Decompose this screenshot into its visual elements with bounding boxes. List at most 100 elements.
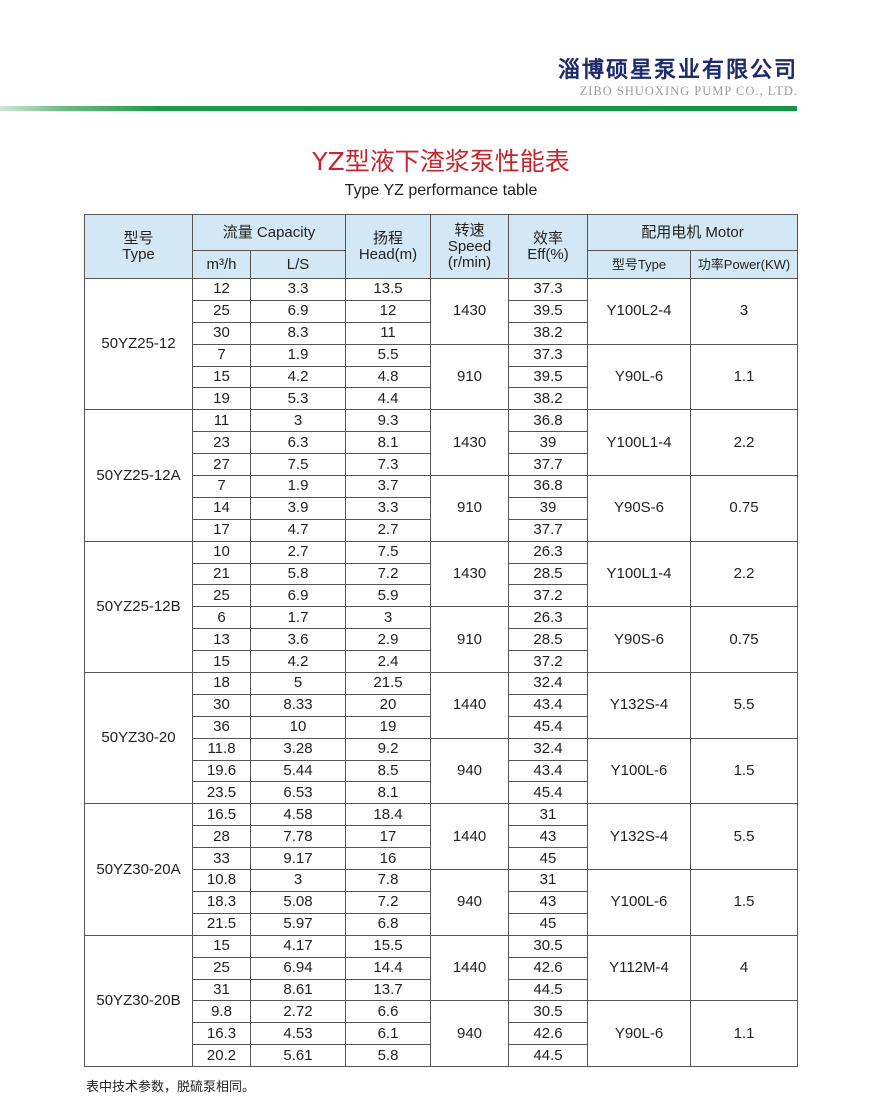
capacity-ls: 4.53 [250, 1022, 346, 1046]
motor-type: Y90L-6 [587, 343, 691, 411]
speed: 1440 [430, 672, 509, 739]
capacity-m3h: 31 [192, 978, 251, 1002]
efficiency: 44.5 [508, 1044, 588, 1068]
company-logo: 淄博硕星泵业有限公司 ZIBO SHUOXING PUMP CO., LTD. [558, 58, 798, 98]
capacity-m3h: 20.2 [192, 1044, 251, 1068]
head: 7.8 [345, 869, 431, 892]
head: 5.9 [345, 584, 431, 608]
capacity-m3h: 12 [192, 278, 251, 301]
motor-power: 5.5 [689, 803, 799, 871]
performance-table: 型号 Type 流量 Capacity 扬程 Head(m) 转速 Speed (r/m… [84, 214, 799, 1068]
head: 4.4 [345, 387, 431, 411]
capacity-ls: 3 [250, 869, 346, 892]
table-row: 50YZ30-20A 16.5 4.58 18.4 1440 31 Y132S-4 5.5 [84, 803, 799, 936]
table-row: 28 7.78 17 43 [85, 825, 798, 849]
capacity-ls: 8.3 [250, 321, 346, 345]
efficiency: 38.2 [508, 321, 588, 345]
capacity-ls: 1.9 [250, 475, 346, 498]
capacity-m3h: 33 [192, 847, 251, 871]
table-row: 7 1.9 5.5 910 37.3 Y90L-6 1.1 [85, 343, 799, 411]
motor-power: 1.5 [689, 737, 799, 805]
efficiency: 30.5 [508, 1000, 588, 1024]
header-speed: 转速 Speed (r/min) [430, 214, 509, 279]
efficiency: 45.4 [508, 781, 588, 805]
model-name: 50YZ25-12A [84, 409, 193, 542]
efficiency: 28.5 [508, 628, 588, 652]
efficiency: 43 [508, 890, 588, 914]
motor-type: Y100L-6 [587, 737, 691, 805]
capacity-ls: 10 [250, 715, 346, 739]
table-row: 23 6.3 8.1 39 [85, 431, 798, 455]
table-row: 20.2 5.61 5.8 44.5 [85, 1044, 798, 1068]
table-row: 15 4.2 4.8 39.5 [85, 365, 798, 389]
motor-type: Y90S-6 [587, 475, 691, 542]
table-row: 30 8.33 20 43.4 [85, 693, 798, 717]
table-row: 25 6.9 5.9 37.2 [85, 584, 798, 608]
efficiency: 26.3 [508, 606, 588, 630]
motor-type: Y100L1-4 [587, 409, 691, 477]
capacity-m3h: 11 [192, 409, 251, 433]
efficiency: 28.5 [508, 562, 588, 586]
table-row: 15 4.2 2.4 37.2 [85, 650, 798, 674]
capacity-ls: 8.33 [250, 693, 346, 717]
capacity-m3h: 16.3 [192, 1022, 251, 1046]
head: 19 [345, 715, 431, 739]
capacity-ls: 4.7 [250, 518, 346, 542]
capacity-m3h: 21.5 [192, 912, 251, 936]
speed: 910 [430, 343, 509, 411]
speed: 1430 [430, 540, 509, 608]
motor-type: Y90S-6 [587, 606, 691, 674]
capacity-ls: 4.58 [250, 803, 346, 827]
capacity-m3h: 25 [192, 956, 251, 980]
capacity-ls: 5.44 [250, 759, 346, 783]
capacity-ls: 1.9 [250, 343, 346, 367]
table-row: 31 8.61 13.7 44.5 [85, 978, 798, 1002]
table-row: 17 4.7 2.7 37.7 [85, 518, 798, 542]
model-name: 50YZ30-20A [84, 803, 193, 936]
speed: 910 [430, 606, 509, 674]
table-row: 16.3 4.53 6.1 42.6 [85, 1022, 798, 1046]
efficiency: 39.5 [508, 299, 588, 323]
company-name-cn: 淄博硕星泵业有限公司 [558, 58, 799, 83]
table-row: 50YZ30-20B 15 4.17 15.5 1440 30.5 Y112M-4 4 [84, 934, 799, 1068]
speed: 940 [430, 869, 509, 936]
head: 9.2 [345, 737, 431, 761]
model-name: 50YZ25-12 [84, 277, 193, 411]
head: 8.5 [345, 759, 431, 783]
header-type: 型号 Type [84, 214, 193, 279]
capacity-ls: 5.08 [250, 890, 346, 914]
head: 18.4 [345, 803, 431, 827]
motor-power: 4 [689, 934, 799, 1002]
table-row: 11.8 3.28 9.2 940 32.4 Y100L-6 1.5 [85, 737, 799, 805]
capacity-m3h: 7 [192, 475, 251, 498]
motor-type: Y132S-4 [587, 803, 691, 871]
capacity-m3h: 19 [192, 387, 251, 411]
table-body: 50YZ25-12 12 3.3 13.5 1430 37.3 Y100L2-4 3 25 6.9… [84, 277, 799, 1068]
capacity-ls: 3 [250, 409, 346, 433]
capacity-m3h: 25 [192, 584, 251, 608]
brand-divider [0, 106, 797, 111]
capacity-ls: 5.97 [250, 912, 346, 936]
efficiency: 31 [508, 869, 588, 892]
capacity-m3h: 16.5 [192, 803, 251, 827]
efficiency: 37.3 [508, 278, 588, 301]
head: 20 [345, 693, 431, 717]
table-row: 30 8.3 11 38.2 [85, 321, 798, 345]
capacity-ls: 6.3 [250, 431, 346, 455]
head: 4.8 [345, 365, 431, 389]
table-row: 33 9.17 16 45 [85, 847, 798, 871]
efficiency: 32.4 [508, 672, 588, 695]
efficiency: 38.2 [508, 387, 588, 411]
table-row: 21 5.8 7.2 28.5 [85, 562, 798, 586]
efficiency: 37.2 [508, 584, 588, 608]
capacity-ls: 5.61 [250, 1044, 346, 1068]
efficiency: 36.8 [508, 409, 588, 433]
capacity-m3h: 14 [192, 496, 251, 520]
table-row: 50YZ25-12 12 3.3 13.5 1430 37.3 Y100L2-4 3 [84, 277, 799, 411]
motor-type: Y100L1-4 [587, 540, 691, 608]
capacity-ls: 3.9 [250, 496, 346, 520]
head: 3.3 [345, 496, 431, 520]
speed: 940 [430, 1000, 509, 1068]
capacity-m3h: 30 [192, 321, 251, 345]
efficiency: 30.5 [508, 934, 588, 958]
